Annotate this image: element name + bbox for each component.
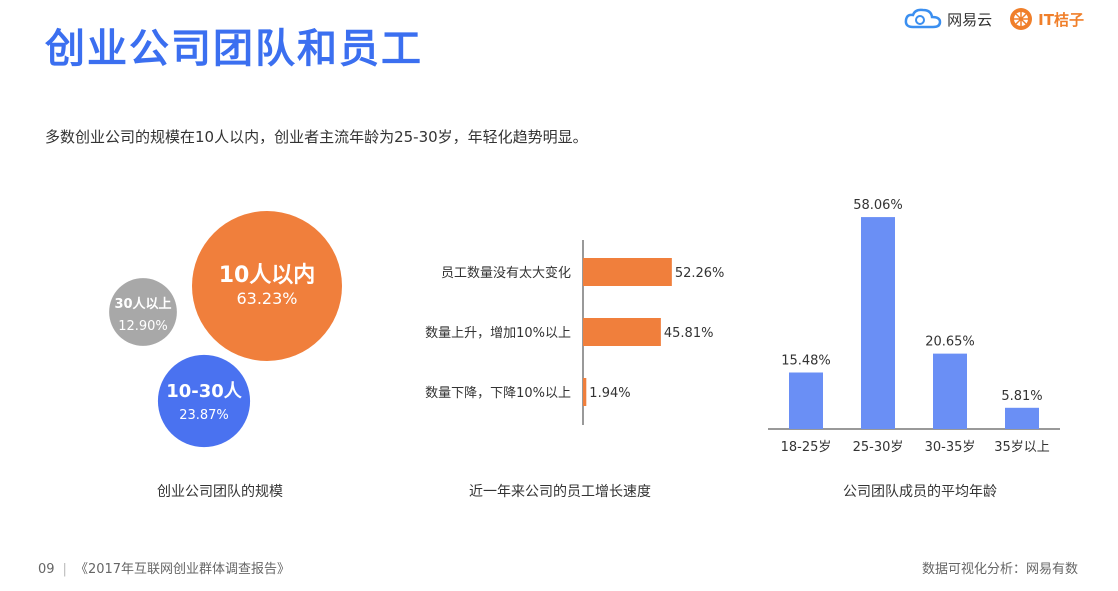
bar-value-label: 15.48% bbox=[781, 353, 831, 368]
footer-report: 09 | 《2017年互联网创业群体调查报告》 bbox=[38, 558, 290, 577]
page-subtitle: 多数创业公司的规模在10人以内，创业者主流年龄为25-30岁，年轻化趋势明显。 bbox=[45, 128, 588, 146]
category-label: 员工数量没有太大变化 bbox=[441, 265, 571, 281]
page-number: 09 bbox=[38, 562, 55, 577]
x-tick-label: 35岁以上 bbox=[994, 440, 1050, 455]
bar bbox=[789, 372, 823, 429]
cloud-icon bbox=[904, 8, 942, 29]
bubble-value-label: 23.87% bbox=[179, 408, 229, 423]
it-juzi-logo: IT桔子 bbox=[1008, 6, 1084, 32]
bubble bbox=[109, 278, 177, 346]
bar bbox=[583, 258, 672, 286]
netease-cloud-text: 网易云 bbox=[947, 10, 993, 29]
employee-growth-caption: 近一年来公司的员工增长速度 bbox=[469, 484, 651, 500]
bar-value-label: 58.06% bbox=[853, 198, 903, 213]
team-size-caption: 创业公司团队的规模 bbox=[157, 484, 283, 500]
netease-cloud-logo: 网易云 bbox=[903, 7, 992, 31]
bar-value-label: 5.81% bbox=[1001, 389, 1042, 404]
bar-value-label: 45.81% bbox=[664, 326, 714, 341]
bar bbox=[933, 353, 967, 429]
bar-value-label: 20.65% bbox=[925, 335, 975, 350]
category-label: 数量上升，增加10%以上 bbox=[425, 326, 571, 341]
bar bbox=[583, 378, 587, 406]
bubble-value-label: 63.23% bbox=[236, 289, 297, 308]
logo-bar: 网易云 IT桔子 bbox=[903, 6, 1084, 32]
x-tick-label: 30-35岁 bbox=[925, 440, 976, 455]
bubble-label: 10人以内 bbox=[219, 263, 316, 288]
report-title: 《2017年互联网创业群体调查报告》 bbox=[74, 562, 291, 577]
page-title: 创业公司团队和员工 bbox=[45, 26, 423, 72]
bar bbox=[583, 318, 661, 346]
bar-value-label: 1.94% bbox=[589, 386, 630, 401]
bubble-value-label: 12.90% bbox=[118, 319, 168, 334]
it-juzi-text: IT桔子 bbox=[1038, 10, 1084, 29]
bar bbox=[861, 217, 895, 429]
bubble bbox=[157, 354, 251, 448]
bar-value-label: 52.26% bbox=[675, 266, 725, 281]
x-tick-label: 25-30岁 bbox=[853, 440, 904, 455]
bubble bbox=[192, 211, 342, 361]
bubble-label: 10-30人 bbox=[166, 381, 243, 402]
bubble-label: 30人以上 bbox=[114, 296, 171, 312]
category-label: 数量下降，下降10%以上 bbox=[425, 386, 571, 401]
x-tick-label: 18-25岁 bbox=[781, 440, 832, 455]
bar bbox=[1005, 407, 1039, 429]
footer-source: 数据可视化分析：网易有数 bbox=[921, 562, 1078, 577]
orange-icon bbox=[1010, 8, 1033, 30]
member-age-caption: 公司团队成员的平均年龄 bbox=[843, 484, 997, 500]
footer-separator: | bbox=[62, 562, 67, 577]
